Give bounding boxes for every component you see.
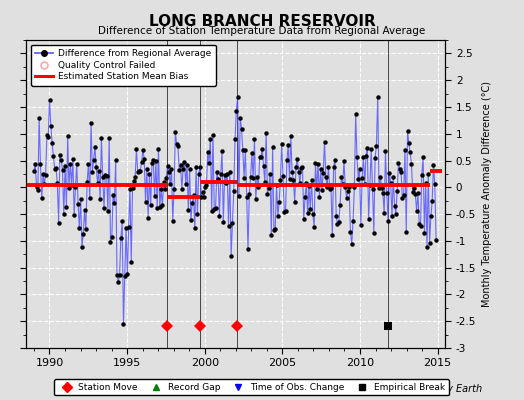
Text: LONG BRANCH RESERVOIR: LONG BRANCH RESERVOIR (149, 14, 375, 29)
Text: Berkeley Earth: Berkeley Earth (410, 384, 482, 394)
Legend: Station Move, Record Gap, Time of Obs. Change, Empirical Break: Station Move, Record Gap, Time of Obs. C… (54, 379, 449, 396)
Text: Difference of Station Temperature Data from Regional Average: Difference of Station Temperature Data f… (99, 26, 425, 36)
Y-axis label: Monthly Temperature Anomaly Difference (°C): Monthly Temperature Anomaly Difference (… (482, 81, 492, 307)
Legend: Difference from Regional Average, Quality Control Failed, Estimated Station Mean: Difference from Regional Average, Qualit… (31, 44, 215, 86)
